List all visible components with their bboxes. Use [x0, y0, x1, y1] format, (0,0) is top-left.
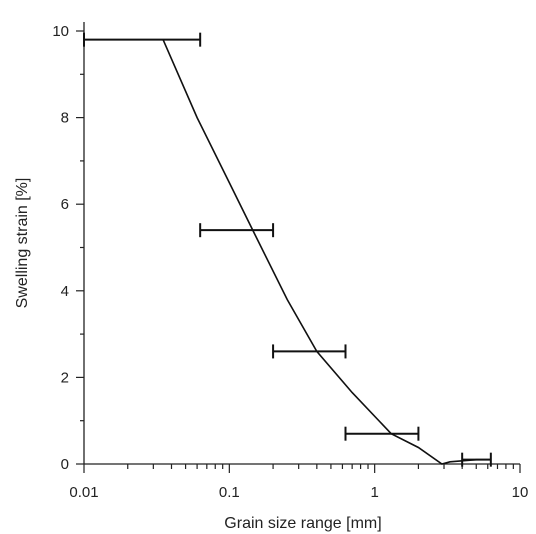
swelling-curve: [162, 39, 491, 465]
tick-marks: [76, 30, 521, 473]
y-tick-label: 6: [61, 196, 69, 213]
y-tick-label: 10: [52, 23, 69, 40]
y-tick-label: 2: [61, 369, 69, 386]
x-tick-label: 0.01: [69, 484, 98, 501]
x-tick-label: 1: [370, 484, 378, 501]
y-tick-label: 0: [61, 456, 69, 473]
axes: [83, 22, 520, 465]
tick-labels: 0.01 0.1 1 10 0 2 4 6 8 10: [52, 23, 528, 501]
x-axis-title: Grain size range [mm]: [224, 515, 381, 532]
y-tick-label: 8: [61, 110, 69, 127]
y-tick-label: 4: [61, 283, 69, 300]
y-axis-title: Swelling strain [%]: [14, 178, 31, 309]
data-marks: [83, 32, 492, 467]
x-tick-label: 0.1: [219, 484, 240, 501]
x-tick-label: 10: [512, 484, 529, 501]
